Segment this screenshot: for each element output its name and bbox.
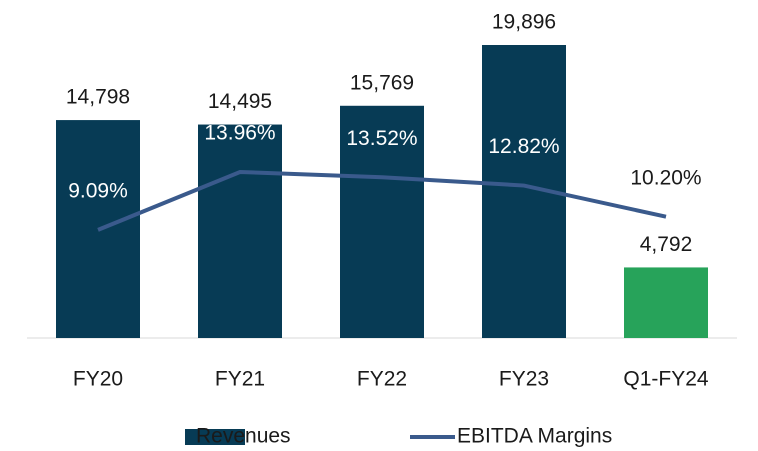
x-tick-label: FY23 [499,368,549,391]
line-value-label: 13.96% [204,122,275,145]
bar-value-label: 14,495 [208,90,272,113]
bar-value-label: 14,798 [66,86,130,109]
line [97,169,667,232]
line-value-label: 10.20% [630,166,701,189]
bar [198,124,282,339]
legend-label: Revenues [196,425,291,448]
legend-label: EBITDA Margins [457,425,612,448]
line-value-label: 12.82% [488,135,559,158]
x-tick-label: FY21 [215,368,265,391]
bar-value-label: 19,896 [492,11,556,34]
x-tick-label: Q1-FY24 [623,368,709,391]
line-value-label: 9.09% [68,179,128,202]
x-tick-label: FY20 [73,368,123,391]
line-value-label: 13.52% [346,127,417,150]
legend-swatch [185,429,245,445]
x-tick-label: FY22 [357,368,407,391]
bar-value-label: 4,792 [640,233,693,256]
bar-value-label: 15,769 [350,71,414,94]
bar [624,267,708,338]
bar [340,105,424,339]
